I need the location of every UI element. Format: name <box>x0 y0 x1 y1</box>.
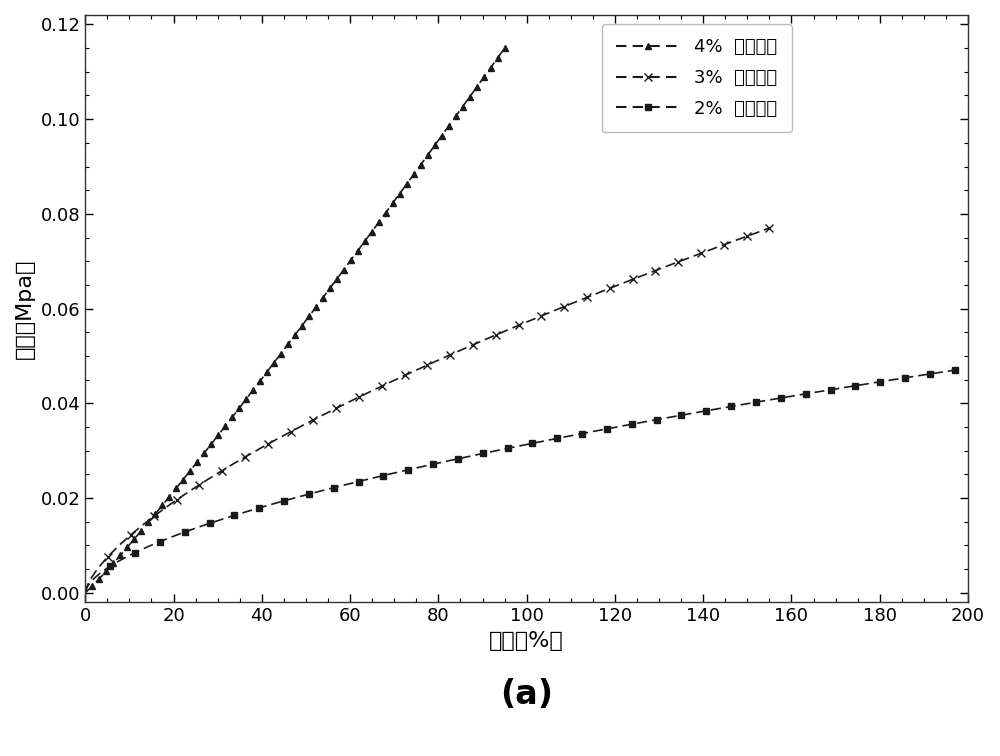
2%  海藻酸钓 <box>651 415 663 424</box>
3%  海藻酸钓 <box>513 321 525 330</box>
3%  海藻酸钓 <box>649 266 661 275</box>
3%  海藻酸钓 <box>353 392 365 401</box>
4%  海藻酸钓 <box>226 413 238 422</box>
2%  海藻酸钓 <box>949 366 961 375</box>
3%  海藻酸钓 <box>627 275 639 284</box>
3%  海藻酸钓 <box>535 311 547 321</box>
X-axis label: 应变（%）: 应变（%） <box>489 631 564 650</box>
3%  海藻酸钓 <box>581 293 593 302</box>
2%  海藻酸钓 <box>278 496 290 505</box>
2%  海藻酸钓 <box>526 438 538 448</box>
2%  海藻酸钓 <box>228 511 240 520</box>
3%  海藻酸钓 <box>216 466 228 475</box>
3%  海藻酸钓 <box>672 257 684 266</box>
Line: 3%  海藻酸钓: 3% 海藻酸钓 <box>104 224 774 561</box>
3%  海藻酸钓 <box>763 224 775 233</box>
3%  海藻酸钓 <box>171 495 183 504</box>
2%  海藻酸钓 <box>179 528 191 537</box>
2%  海藻酸钓 <box>700 406 712 415</box>
2%  海藻酸钓 <box>601 424 613 433</box>
Line: 4%  海藻酸钓: 4% 海藻酸钓 <box>90 45 507 589</box>
Legend: 4%  海藻酸钓, 3%  海藻酸钓, 2%  海藻酸钓: 4% 海藻酸钓, 3% 海藻酸钓, 2% 海藻酸钓 <box>602 24 792 132</box>
3%  海藻酸钓 <box>718 240 730 249</box>
3%  海藻酸钓 <box>421 361 433 370</box>
4%  海藻酸钓 <box>205 440 217 449</box>
3%  海藻酸钓 <box>125 530 137 539</box>
2%  海藻酸钓 <box>626 420 638 429</box>
3%  海藻酸钓 <box>741 232 753 241</box>
3%  海藻酸钓 <box>467 340 479 349</box>
3%  海藻酸钓 <box>399 371 411 380</box>
3%  海藻酸钓 <box>307 415 319 424</box>
2%  海藻酸钓 <box>253 503 265 513</box>
2%  海藻酸钓 <box>775 393 787 402</box>
2%  海藻酸钓 <box>104 562 116 571</box>
3%  海藻酸钓 <box>330 404 342 413</box>
2%  海藻酸钓 <box>328 483 340 492</box>
3%  海藻酸钓 <box>695 249 707 258</box>
2%  海藻酸钓 <box>154 537 166 546</box>
2%  海藻酸钓 <box>502 444 514 453</box>
Text: (a): (a) <box>500 678 553 711</box>
2%  海藻酸钓 <box>477 449 489 458</box>
2%  海藻酸钓 <box>353 477 365 486</box>
2%  海藻酸钓 <box>452 454 464 463</box>
2%  海藻酸钓 <box>725 402 737 411</box>
3%  海藻酸钓 <box>262 440 274 449</box>
3%  海藻酸钓 <box>148 512 160 521</box>
4%  海藻酸钓 <box>86 581 98 590</box>
2%  海藻酸钓 <box>899 373 911 383</box>
4%  海藻酸钓 <box>345 256 357 265</box>
Y-axis label: 应力（Mpa）: 应力（Mpa） <box>15 259 35 359</box>
4%  海藻酸钓 <box>499 44 511 53</box>
2%  海藻酸钓 <box>551 434 563 443</box>
2%  海藻酸钓 <box>849 381 861 390</box>
2%  海藻酸钓 <box>402 465 414 474</box>
3%  海藻酸钓 <box>285 427 297 436</box>
2%  海藻酸钓 <box>427 460 439 469</box>
2%  海藻酸钓 <box>204 519 216 528</box>
4%  海藻酸钓 <box>191 457 203 466</box>
2%  海藻酸钓 <box>675 411 687 420</box>
3%  海藻酸钓 <box>444 350 456 359</box>
2%  海藻酸钓 <box>129 548 141 557</box>
3%  海藻酸钓 <box>490 330 502 339</box>
4%  海藻酸钓 <box>156 501 168 510</box>
2%  海藻酸钓 <box>576 429 588 438</box>
Line: 2%  海藻酸钓: 2% 海藻酸钓 <box>107 367 958 570</box>
3%  海藻酸钓 <box>102 552 114 561</box>
2%  海藻酸钓 <box>825 386 837 395</box>
3%  海藻酸钓 <box>239 453 251 462</box>
3%  海藻酸钓 <box>604 284 616 293</box>
2%  海藻酸钓 <box>303 490 315 499</box>
2%  海藻酸钓 <box>800 389 812 398</box>
2%  海藻酸钓 <box>874 377 886 386</box>
4%  海藻酸钓 <box>219 422 231 431</box>
3%  海藻酸钓 <box>558 302 570 311</box>
2%  海藻酸钓 <box>924 370 936 379</box>
3%  海藻酸钓 <box>376 382 388 391</box>
3%  海藻酸钓 <box>193 480 205 489</box>
2%  海藻酸钓 <box>750 398 762 407</box>
2%  海藻酸钓 <box>377 471 389 480</box>
